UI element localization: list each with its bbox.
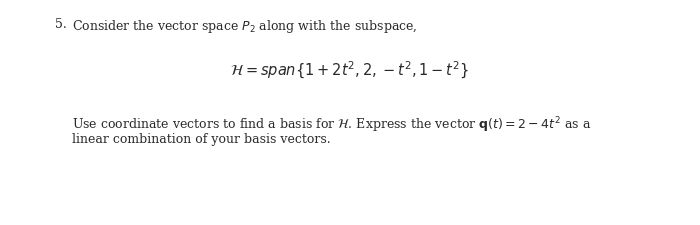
Text: linear combination of your basis vectors.: linear combination of your basis vectors… xyxy=(72,133,330,146)
Text: Use coordinate vectors to find a basis for $\mathcal{H}$. Express the vector $\m: Use coordinate vectors to find a basis f… xyxy=(72,115,592,135)
Text: Consider the vector space $P_2$ along with the subspace,: Consider the vector space $P_2$ along wi… xyxy=(72,18,417,35)
Text: $\mathcal{H} = span\left\{1 + 2t^2, 2, -t^2, 1 - t^2\right\}$: $\mathcal{H} = span\left\{1 + 2t^2, 2, -… xyxy=(230,60,470,81)
Text: 5.: 5. xyxy=(55,18,71,31)
